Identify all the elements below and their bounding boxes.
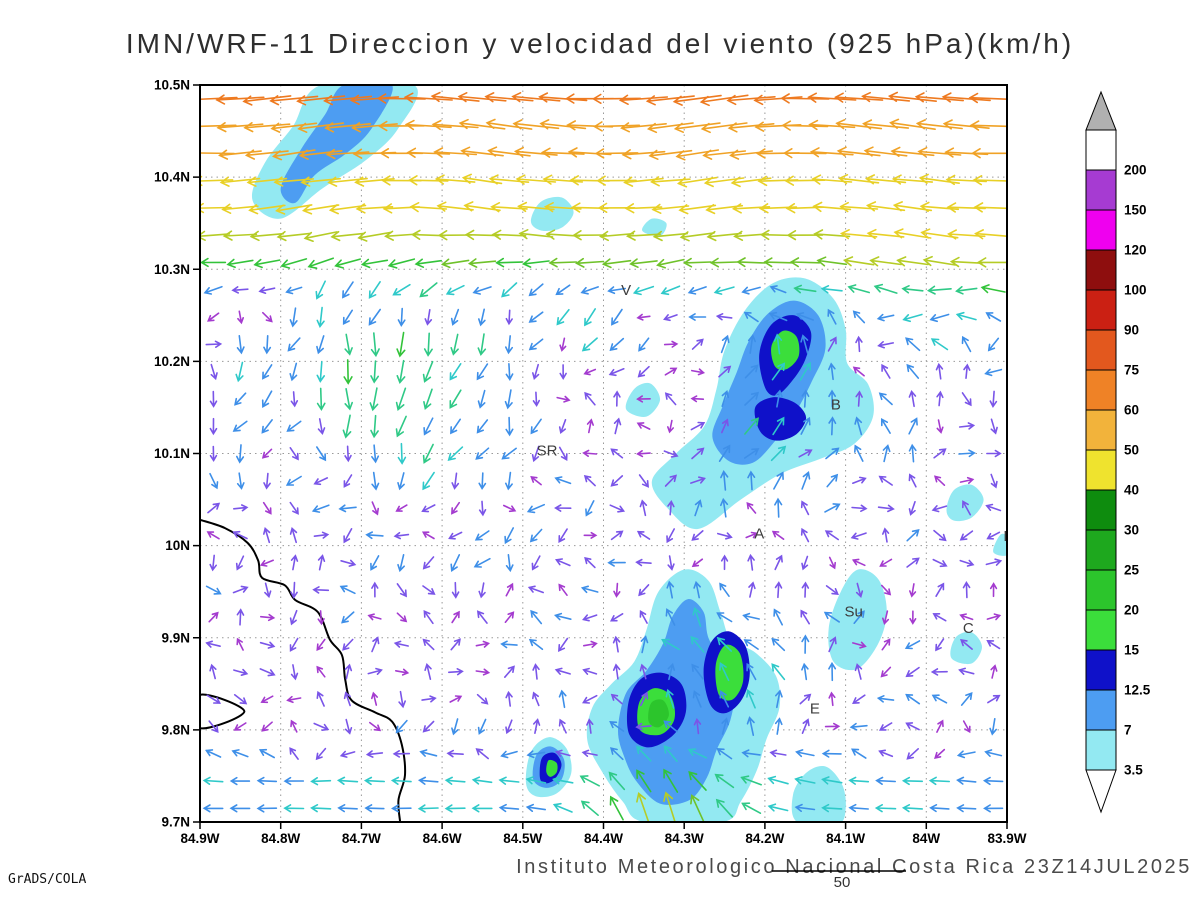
shaded-region-s-edge-cyan [791, 766, 846, 822]
colorbar-tick-label: 12.5 [1124, 683, 1151, 698]
colorbar-tick-label: 7 [1124, 723, 1132, 738]
station-label-C: C [963, 620, 974, 637]
station-labels-layer: V B SR A Su C E I [537, 282, 1008, 717]
x-axis-tick-label: 84.1W [826, 831, 865, 846]
colorbar-tick-label: 20 [1124, 603, 1139, 618]
y-axis-tick-label: 10N [165, 538, 190, 553]
shaded-region-s-core-w-green2 [648, 699, 669, 728]
colorbar-tick-label: 75 [1124, 363, 1140, 378]
colorbar-tick-label: 60 [1124, 403, 1139, 418]
shaded-region-s-core-e-green [715, 644, 744, 701]
y-axis-tick-label: 10.5N [154, 78, 190, 93]
y-axis-tick-label: 10.4N [154, 170, 190, 185]
shaded-region-n-spot2-cyan [642, 218, 667, 237]
colorbar-band [1085, 329, 1117, 371]
colorbar-tick-label: 40 [1124, 483, 1139, 498]
station-label-E: E [810, 700, 820, 717]
x-axis-tick-label: 84.3W [665, 831, 704, 846]
coastline-layer [200, 518, 407, 822]
colorbar-band [1085, 609, 1117, 651]
colorbar-tick-label: 120 [1124, 243, 1147, 258]
colorbar-band [1085, 249, 1117, 291]
station-label-Su: Su [844, 604, 862, 621]
y-axis-tick-label: 9.9N [161, 630, 190, 645]
colorbar-band-above [1085, 129, 1117, 171]
reference-vector-label: 50 [833, 874, 851, 891]
colorbar-band [1085, 169, 1117, 211]
colorbar-band [1085, 729, 1117, 771]
x-axis-tick-label: 83.9W [987, 831, 1026, 846]
shaded-region-nw-band-blue [280, 85, 393, 204]
shaded-region-e-edge-cyan [993, 533, 1007, 556]
x-axis-tick-label: 84W [912, 831, 940, 846]
x-axis-tick-label: 84.2W [745, 831, 784, 846]
colorbar-band [1085, 649, 1117, 691]
colorbar-tick-label: 100 [1124, 283, 1147, 298]
colorbar-band [1085, 409, 1117, 451]
colorbar-band [1085, 529, 1117, 571]
colorbar-tick-label: 50 [1124, 443, 1139, 458]
station-label-SR: SR [537, 442, 558, 459]
axis-layer: 84.9W 84.8W 84.7W 84.6W 84.5W 84.4W 84.3W 84.2W… [154, 78, 1027, 847]
colorbar-tick-label: 30 [1124, 523, 1139, 538]
chart-title: IMN/WRF-11 Direccion y velocidad del vie… [125, 28, 1075, 59]
colorbar-tick-label: 3.5 [1124, 763, 1143, 778]
station-label-A: A [754, 525, 764, 542]
station-label-V: V [621, 282, 631, 299]
colorbar-band [1085, 289, 1117, 331]
shaded-regions-layer [251, 85, 1007, 822]
colorbar-top-cap [1085, 90, 1117, 131]
x-axis-tick-label: 84.4W [584, 831, 623, 846]
colorbar-tick-label: 150 [1124, 203, 1147, 218]
station-label-I: I [1003, 528, 1007, 545]
colorbar-band [1085, 569, 1117, 611]
shaded-region-sw-blob-green [546, 759, 558, 777]
colorbar-band [1085, 449, 1117, 491]
colorbar-tick-label: 90 [1124, 323, 1139, 338]
x-axis-tick-label: 84.8W [261, 831, 300, 846]
coastline [200, 518, 407, 822]
shaded-region-se-spot-cyan [950, 631, 982, 665]
x-axis-tick-label: 84.6W [423, 831, 462, 846]
footer-annotation: Instituto Meteorologico Nacional Costa R… [516, 856, 1192, 878]
y-axis-tick-label: 10.2N [154, 354, 190, 369]
y-axis-tick-label: 10.3N [154, 262, 190, 277]
colorbar-band [1085, 689, 1117, 731]
colorbar-band [1085, 489, 1117, 531]
x-axis-tick-label: 84.9W [180, 831, 219, 846]
coast-spur [200, 693, 246, 730]
y-axis-tick-label: 9.8N [161, 722, 190, 737]
colorbar-tick-label: 200 [1124, 163, 1147, 178]
colorbar-band [1085, 369, 1117, 411]
shaded-region-c-complex-west-cyan [625, 382, 661, 417]
grads-credit: GrADS/COLA [8, 872, 87, 887]
colorbar: 3.5 7 12.5 15 20 25 30 40 50 60 75 90 100 120 150 200 [1085, 90, 1151, 814]
colorbar-bottom-cap [1085, 769, 1117, 814]
x-axis-tick-label: 84.7W [342, 831, 381, 846]
x-axis-tick-label: 84.5W [503, 831, 542, 846]
colorbar-band [1085, 209, 1117, 251]
y-axis-tick-label: 9.7N [161, 815, 190, 830]
wind-arrows-layer [200, 91, 1007, 822]
station-label-B: B [831, 396, 841, 413]
y-axis-tick-label: 10.1N [154, 446, 190, 461]
shaded-region-n-spot-cyan [530, 196, 574, 232]
colorbar-tick-label: 25 [1124, 563, 1140, 578]
colorbar-tick-label: 15 [1124, 643, 1140, 658]
